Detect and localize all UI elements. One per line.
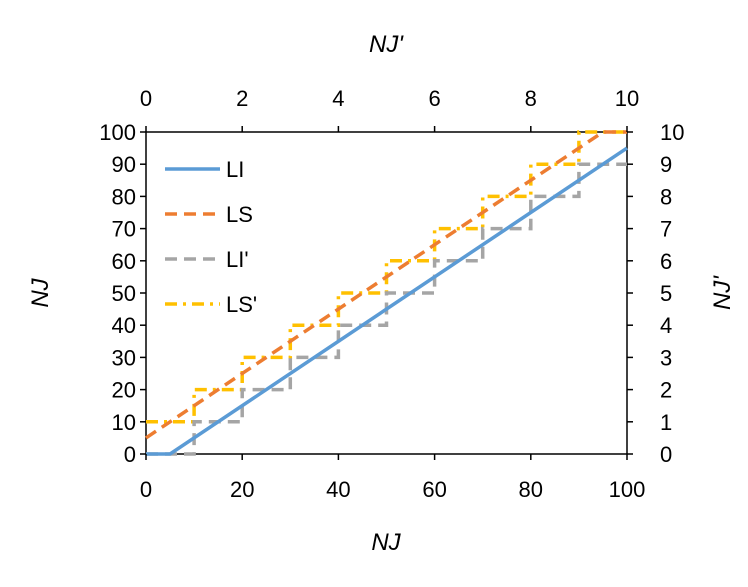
series-line-li [146, 146, 628, 456]
y2-tick-label: 3 [660, 345, 672, 370]
y-tick-label: 10 [112, 410, 136, 435]
x-tick-label: 40 [326, 477, 350, 502]
y-tick-label: 70 [112, 217, 136, 242]
y2-tick-label: 6 [660, 249, 672, 274]
series-layer [145, 130, 628, 456]
x-tick-label: 0 [140, 477, 152, 502]
legend: LI LS LI' LS' [165, 157, 257, 317]
x2-tick-label: 2 [236, 86, 248, 111]
x-axis-title: NJ [371, 529, 401, 556]
x-tick-label: 20 [230, 477, 254, 502]
y2-axis-title: NJ' [709, 275, 736, 310]
x2-tick-label: 8 [525, 86, 537, 111]
y-tick-label: 20 [112, 378, 136, 403]
x-tick-label: 60 [422, 477, 446, 502]
y-tick-label: 0 [124, 442, 136, 467]
y2-tick-label: 1 [660, 410, 672, 435]
x2-tick-label: 4 [332, 86, 344, 111]
x2-axis-title: NJ' [369, 31, 404, 58]
y2-tick-label: 10 [660, 120, 684, 145]
legend-label: LI [226, 157, 244, 182]
legend-label: LI' [226, 247, 249, 272]
y-tick-label: 50 [112, 281, 136, 306]
y-tick-label: 100 [99, 120, 136, 145]
y2-tick-label: 2 [660, 378, 672, 403]
y-tick-label: 40 [112, 313, 136, 338]
y-tick-label: 60 [112, 249, 136, 274]
y2-tick-label: 8 [660, 184, 672, 209]
legend-label: LS' [226, 292, 257, 317]
y2-tick-label: 4 [660, 313, 672, 338]
x-tick-label: 80 [519, 477, 543, 502]
x2-tick-label: 10 [615, 86, 639, 111]
y-axis-title: NJ [27, 277, 54, 307]
x-tick-label: 100 [609, 477, 646, 502]
y-tick-label: 30 [112, 345, 136, 370]
series-line-ls [145, 130, 627, 440]
y2-tick-label: 7 [660, 217, 672, 242]
y-tick-label: 80 [112, 184, 136, 209]
y2-tick-label: 9 [660, 152, 672, 177]
legend-label: LS [226, 202, 253, 227]
y2-tick-label: 5 [660, 281, 672, 306]
x2-tick-label: 6 [428, 86, 440, 111]
x2-tick-label: 0 [140, 86, 152, 111]
y2-tick-label: 0 [660, 442, 672, 467]
y-tick-label: 90 [112, 152, 136, 177]
